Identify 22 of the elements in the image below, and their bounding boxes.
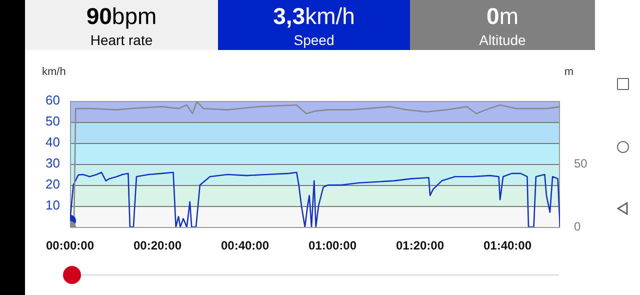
text: Speed: [292, 32, 336, 48]
y2-tick-label: 0: [574, 219, 581, 234]
y-tick-label: 30: [46, 156, 60, 171]
x-tick-label: 01:20:00: [396, 238, 444, 253]
text: Altitude: [478, 32, 527, 48]
y2-tick-label: 50: [574, 156, 588, 170]
y-axis-title: km/h: [42, 66, 66, 78]
y-tick-label: 60: [46, 92, 60, 108]
text: 90bpm: [85, 2, 158, 30]
x-tick-label: 00:00:00: [46, 238, 94, 253]
y-tick-label: 50: [46, 114, 60, 129]
x-tick-label: 01:00:00: [308, 238, 357, 253]
y2-axis-title: m: [564, 66, 574, 78]
text: 0m: [486, 2, 520, 30]
y-tick-label: 40: [46, 134, 60, 150]
text: Heart rate: [89, 32, 154, 48]
x-tick-label: 00:40:00: [220, 238, 270, 253]
text: 3,3km/h: [272, 2, 356, 30]
x-tick-label: 00:20:00: [133, 238, 182, 253]
y-tick-label: 20: [46, 176, 60, 192]
x-tick-label: 01:40:00: [483, 238, 532, 253]
y-tick-label: 10: [46, 198, 60, 213]
